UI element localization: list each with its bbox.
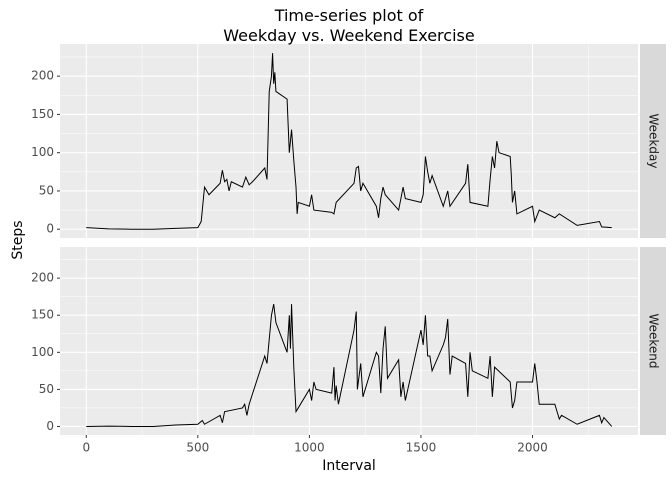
data-line xyxy=(86,304,613,427)
data-line xyxy=(86,53,612,230)
y-tick-label: 0 xyxy=(46,222,54,236)
y-tick-label: 50 xyxy=(39,183,54,197)
y-tick-label: 100 xyxy=(31,345,54,359)
strip xyxy=(640,247,666,435)
panel-background xyxy=(60,44,638,238)
y-tick-label: 0 xyxy=(46,419,54,433)
y-tick-label: 100 xyxy=(31,145,54,159)
y-tick-label: 50 xyxy=(39,382,54,396)
y-tick-label: 150 xyxy=(31,107,54,121)
x-tick-label: 1500 xyxy=(406,441,437,455)
y-tick-label: 200 xyxy=(31,69,54,83)
y-tick-label: 200 xyxy=(31,271,54,285)
x-tick-label: 2000 xyxy=(517,441,548,455)
strip xyxy=(640,44,666,238)
x-tick-label: 500 xyxy=(186,441,209,455)
y-tick-label: 150 xyxy=(31,308,54,322)
x-tick-label: 0 xyxy=(82,441,90,455)
strip-label: Weekday xyxy=(647,114,661,169)
strip-label: Weekend xyxy=(647,313,661,368)
x-tick-label: 1000 xyxy=(294,441,325,455)
y-axis-title: Steps xyxy=(10,220,26,259)
chart-title: Time-series plot of Weekday vs. Weekend … xyxy=(223,6,475,45)
x-axis-title: Interval xyxy=(322,458,376,474)
panel-background xyxy=(60,247,638,435)
